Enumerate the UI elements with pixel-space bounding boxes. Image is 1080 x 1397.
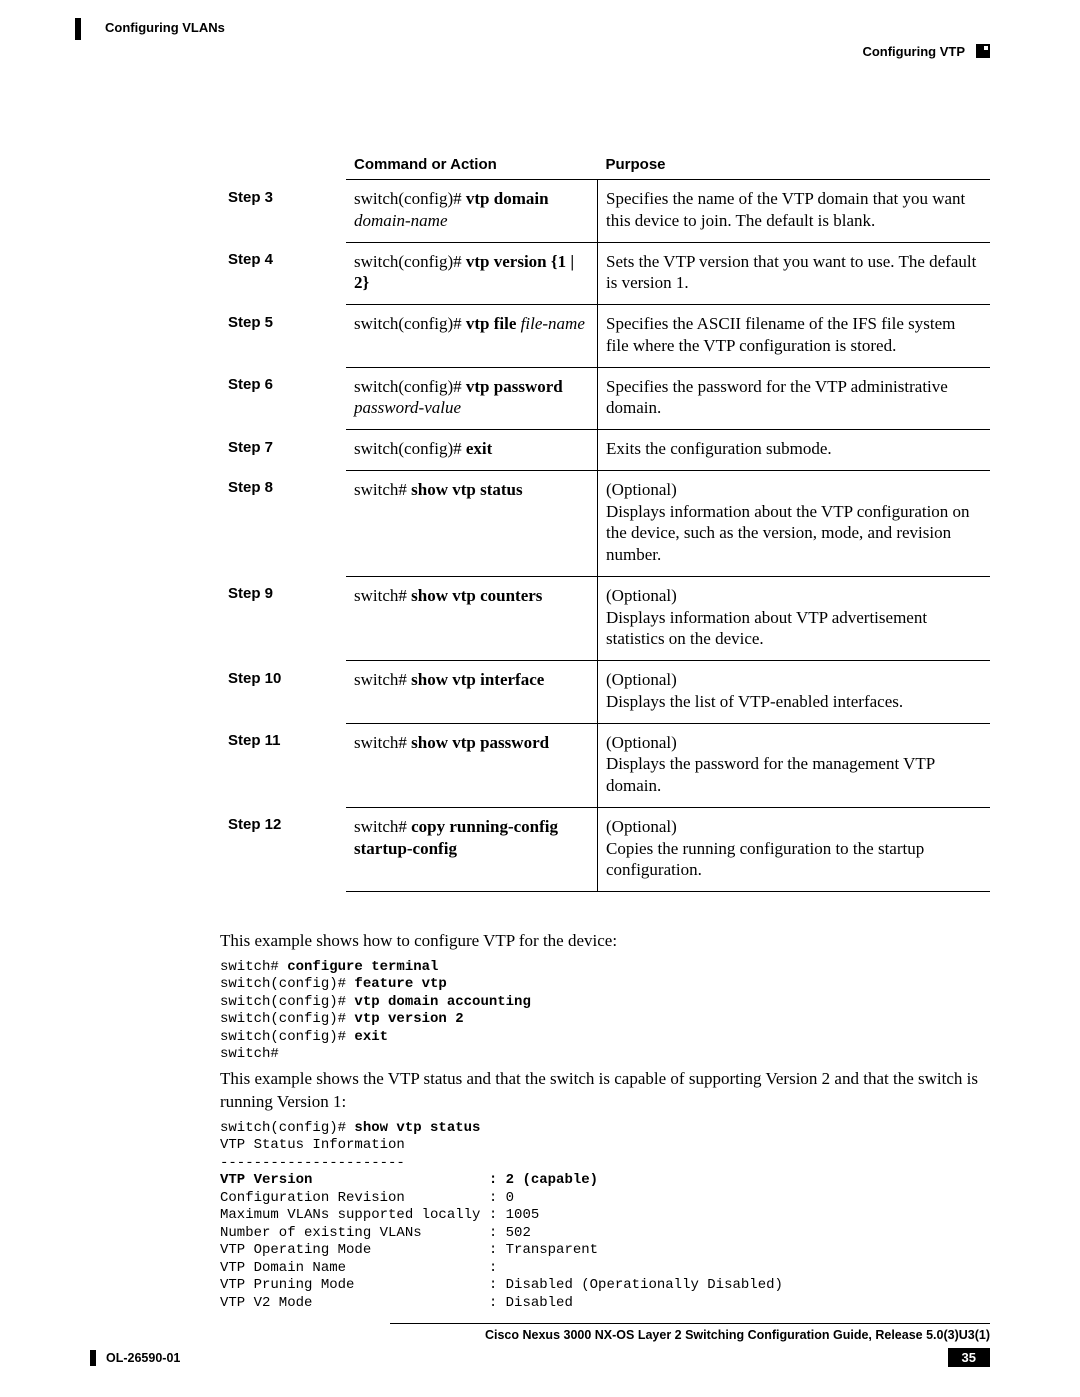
- step-label: Step 11: [220, 723, 346, 807]
- table-row: Step 6switch(config)# vtp password passw…: [220, 367, 990, 430]
- table-row: Step 7switch(config)# exitExits the conf…: [220, 430, 990, 471]
- purpose-cell: Specifies the password for the VTP admin…: [598, 367, 991, 430]
- step-label: Step 3: [220, 180, 346, 243]
- table-row: Step 12switch# copy running-config start…: [220, 807, 990, 891]
- code-block-2: switch(config)# show vtp status VTP Stat…: [220, 1120, 990, 1313]
- footer: Cisco Nexus 3000 NX-OS Layer 2 Switching…: [90, 1323, 990, 1367]
- footer-code: OL-26590-01: [106, 1351, 948, 1365]
- header-right-label: Configuring VTP: [862, 44, 965, 59]
- code-block-1: switch# configure terminal switch(config…: [220, 959, 990, 1064]
- command-cell: switch(config)# vtp domain domain-name: [346, 180, 598, 243]
- content-area: Command or Action Purpose Step 3switch(c…: [220, 150, 990, 1314]
- paragraph-2: This example shows the VTP status and th…: [220, 1068, 990, 1114]
- table-row: Step 11switch# show vtp password(Optiona…: [220, 723, 990, 807]
- table-row: Step 5switch(config)# vtp file file-name…: [220, 305, 990, 368]
- command-cell: switch# show vtp interface: [346, 661, 598, 724]
- purpose-cell: (Optional)Displays information about VTP…: [598, 576, 991, 660]
- command-cell: switch# show vtp status: [346, 470, 598, 576]
- purpose-cell: (Optional)Displays information about the…: [598, 470, 991, 576]
- step-label: Step 9: [220, 576, 346, 660]
- purpose-cell: Specifies the name of the VTP domain tha…: [598, 180, 991, 243]
- header-left-label: Configuring VLANs: [105, 20, 225, 35]
- header-mark-icon: [75, 18, 81, 40]
- step-label: Step 5: [220, 305, 346, 368]
- step-label: Step 6: [220, 367, 346, 430]
- purpose-cell: Specifies the ASCII filename of the IFS …: [598, 305, 991, 368]
- paragraph-1: This example shows how to configure VTP …: [220, 930, 990, 953]
- table-row: Step 9switch# show vtp counters(Optional…: [220, 576, 990, 660]
- col-purpose-header: Purpose: [598, 150, 991, 180]
- step-label: Step 12: [220, 807, 346, 891]
- command-cell: switch(config)# exit: [346, 430, 598, 471]
- command-cell: switch# show vtp counters: [346, 576, 598, 660]
- footer-mark-icon: [90, 1350, 96, 1366]
- command-cell: switch(config)# vtp password password-va…: [346, 367, 598, 430]
- command-cell: switch(config)# vtp file file-name: [346, 305, 598, 368]
- steps-table: Command or Action Purpose Step 3switch(c…: [220, 150, 990, 892]
- col-step-header: [220, 150, 346, 180]
- table-row: Step 8switch# show vtp status(Optional)D…: [220, 470, 990, 576]
- step-label: Step 4: [220, 242, 346, 305]
- step-label: Step 8: [220, 470, 346, 576]
- purpose-cell: (Optional)Displays the list of VTP-enabl…: [598, 661, 991, 724]
- footer-title: Cisco Nexus 3000 NX-OS Layer 2 Switching…: [90, 1328, 990, 1342]
- table-row: Step 4switch(config)# vtp version {1 | 2…: [220, 242, 990, 305]
- header-square-inner-icon: [984, 46, 988, 50]
- command-cell: switch(config)# vtp version {1 | 2}: [346, 242, 598, 305]
- purpose-cell: (Optional)Displays the password for the …: [598, 723, 991, 807]
- step-label: Step 7: [220, 430, 346, 471]
- purpose-cell: Exits the configuration submode.: [598, 430, 991, 471]
- footer-rule: [390, 1323, 990, 1324]
- step-label: Step 10: [220, 661, 346, 724]
- purpose-cell: (Optional)Copies the running configurati…: [598, 807, 991, 891]
- page-number: 35: [948, 1348, 990, 1367]
- command-cell: switch# show vtp password: [346, 723, 598, 807]
- col-command-header: Command or Action: [346, 150, 598, 180]
- table-row: Step 10switch# show vtp interface(Option…: [220, 661, 990, 724]
- command-cell: switch# copy running-config startup-conf…: [346, 807, 598, 891]
- table-row: Step 3switch(config)# vtp domain domain-…: [220, 180, 990, 243]
- purpose-cell: Sets the VTP version that you want to us…: [598, 242, 991, 305]
- page: Configuring VLANs Configuring VTP Comman…: [0, 0, 1080, 1397]
